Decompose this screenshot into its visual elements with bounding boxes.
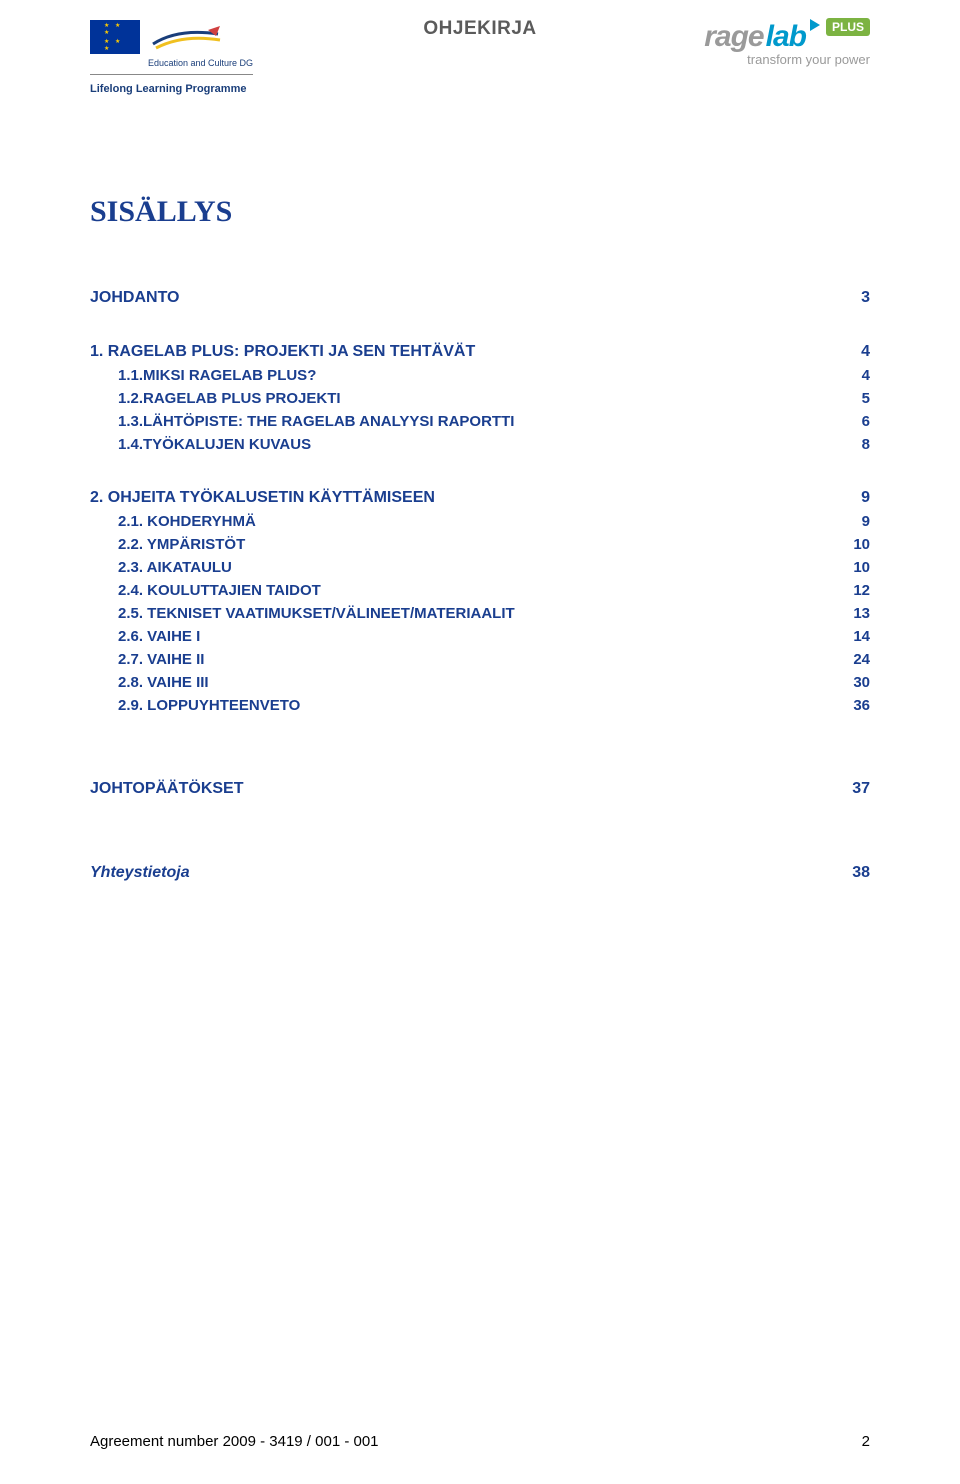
tagline: transform your power	[747, 52, 870, 67]
swoosh-icon	[148, 20, 228, 54]
page-title: SISÄLLYS	[90, 195, 870, 229]
toc-row-2-5: 2.5. TEKNISET VAATIMUKSET/VÄLINEET/MATER…	[90, 605, 870, 622]
divider	[90, 74, 253, 75]
toc-page: 24	[853, 651, 870, 668]
toc-page: 10	[853, 559, 870, 576]
toc-label: Yhteystietoja	[90, 864, 190, 882]
toc-label: 2.7. VAIHE II	[90, 651, 204, 668]
toc-label: 2.1. KOHDERYHMÄ	[90, 513, 256, 530]
toc-label: JOHDANTO	[90, 289, 180, 307]
footer: Agreement number 2009 - 3419 / 001 - 001…	[90, 1433, 870, 1450]
toc-row-1-1: 1.1.MIKSI RAGELAB PLUS? 4	[90, 367, 870, 384]
toc-row-2-7: 2.7. VAIHE II 24	[90, 651, 870, 668]
toc-page: 4	[861, 343, 870, 361]
toc-label: JOHTOPÄÄTÖKSET	[90, 780, 244, 798]
toc-label: 2.3. AIKATAULU	[90, 559, 232, 576]
toc-label: 2.8. VAIHE III	[90, 674, 209, 691]
toc-row-2-9: 2.9. LOPPUYHTEENVETO 36	[90, 697, 870, 714]
toc-label: 2.4. KOULUTTAJIEN TAIDOT	[90, 582, 321, 599]
toc-row-2: 2. OHJEITA TYÖKALUSETIN KÄYTTÄMISEEN 9	[90, 489, 870, 507]
toc-row-2-6: 2.6. VAIHE I 14	[90, 628, 870, 645]
toc-page: 5	[862, 390, 870, 407]
toc-row-2-1: 2.1. KOHDERYHMÄ 9	[90, 513, 870, 530]
agreement-number: Agreement number 2009 - 3419 / 001 - 001	[90, 1433, 379, 1450]
toc-page: 4	[862, 367, 870, 384]
toc-page: 36	[853, 697, 870, 714]
toc-label: 1.2.RAGELAB PLUS PROJEKTI	[90, 390, 341, 407]
content: SISÄLLYS JOHDANTO 3 1. RAGELAB PLUS: PRO…	[90, 195, 870, 882]
header-right: ragelab PLUS transform your power	[704, 20, 870, 67]
toc-page: 37	[852, 780, 870, 798]
toc-label: 1. RAGELAB PLUS: PROJEKTI JA SEN TEHTÄVÄ…	[90, 343, 475, 361]
ragelab-logo: ragelab PLUS	[704, 20, 870, 54]
toc-row-johtopaatokset: JOHTOPÄÄTÖKSET 37	[90, 780, 870, 798]
logo-row	[90, 20, 253, 54]
toc-label: 2. OHJEITA TYÖKALUSETIN KÄYTTÄMISEEN	[90, 489, 435, 507]
toc-row-2-3: 2.3. AIKATAULU 10	[90, 559, 870, 576]
toc-label: 2.6. VAIHE I	[90, 628, 200, 645]
toc-page: 12	[853, 582, 870, 599]
toc-page: 38	[852, 864, 870, 882]
toc-row-yhteystietoja: Yhteystietoja 38	[90, 864, 870, 882]
doc-title: OHJEKIRJA	[423, 18, 536, 40]
toc-page: 9	[862, 513, 870, 530]
eu-flag-icon	[90, 20, 140, 54]
play-icon	[810, 19, 820, 31]
toc-page: 30	[853, 674, 870, 691]
toc-row-2-8: 2.8. VAIHE III 30	[90, 674, 870, 691]
toc-row-2-4: 2.4. KOULUTTAJIEN TAIDOT 12	[90, 582, 870, 599]
toc-row-1-2: 1.2.RAGELAB PLUS PROJEKTI 5	[90, 390, 870, 407]
toc-row-1-3: 1.3.LÄHTÖPISTE: THE RAGELAB ANALYYSI RAP…	[90, 413, 870, 430]
toc-label: 2.5. TEKNISET VAATIMUKSET/VÄLINEET/MATER…	[90, 605, 515, 622]
toc-label: 2.9. LOPPUYHTEENVETO	[90, 697, 300, 714]
toc-row-1: 1. RAGELAB PLUS: PROJEKTI JA SEN TEHTÄVÄ…	[90, 343, 870, 361]
toc-label: 1.3.LÄHTÖPISTE: THE RAGELAB ANALYYSI RAP…	[90, 413, 514, 430]
toc-page: 6	[862, 413, 870, 430]
toc-label: 1.4.TYÖKALUJEN KUVAUS	[90, 436, 311, 453]
page-number: 2	[862, 1433, 870, 1450]
edu-culture-label: Education and Culture DG	[148, 58, 253, 68]
brand-lab: lab	[766, 20, 806, 54]
toc-page: 8	[862, 436, 870, 453]
plus-badge: PLUS	[826, 18, 870, 36]
toc-label: 2.2. YMPÄRISTÖT	[90, 536, 245, 553]
toc-row-1-4: 1.4.TYÖKALUJEN KUVAUS 8	[90, 436, 870, 453]
toc-page: 3	[861, 289, 870, 307]
toc-label: 1.1.MIKSI RAGELAB PLUS?	[90, 367, 316, 384]
page-header: Education and Culture DG Lifelong Learni…	[90, 20, 870, 95]
toc-page: 14	[853, 628, 870, 645]
toc-row-johdanto: JOHDANTO 3	[90, 289, 870, 307]
page: Education and Culture DG Lifelong Learni…	[0, 0, 960, 1484]
toc-page: 10	[853, 536, 870, 553]
toc-row-2-2: 2.2. YMPÄRISTÖT 10	[90, 536, 870, 553]
toc-page: 9	[861, 489, 870, 507]
lifelong-label: Lifelong Learning Programme	[90, 83, 253, 95]
header-left: Education and Culture DG Lifelong Learni…	[90, 20, 253, 95]
toc-page: 13	[853, 605, 870, 622]
brand-rage: rage	[704, 20, 763, 54]
